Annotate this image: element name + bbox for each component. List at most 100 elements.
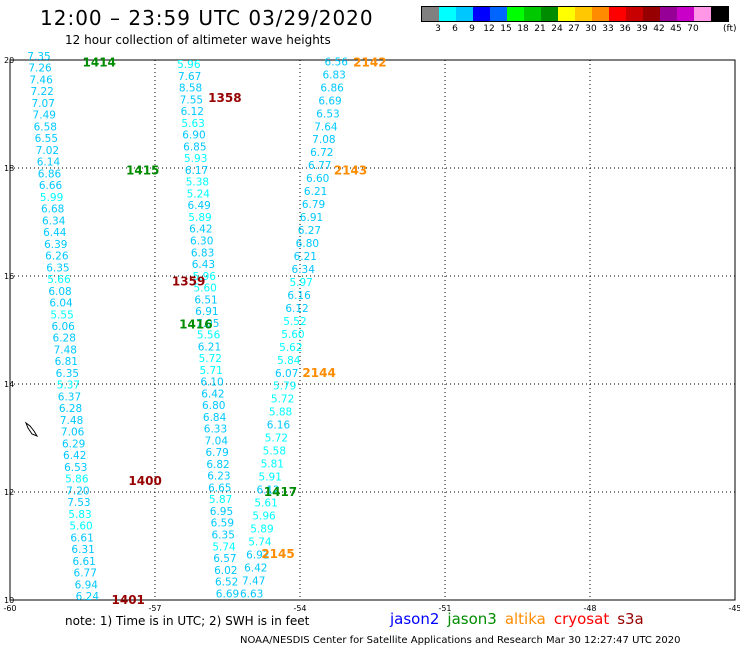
color-scale-label: 45 — [670, 24, 682, 34]
track-id-label: 1415 — [126, 164, 159, 178]
y-tick-label: 14 — [4, 380, 14, 389]
track-id-label: 1359 — [172, 274, 205, 288]
wave-height-value: 5.88 — [269, 407, 292, 419]
wave-height-value: 6.12 — [181, 106, 204, 118]
wave-height-value: 6.61 — [72, 556, 95, 568]
track-id-label: 2143 — [334, 164, 367, 178]
wave-height-value: 6.79 — [302, 199, 325, 211]
wave-height-value: 5.81 — [261, 459, 284, 471]
wave-height-value: 6.30 — [190, 236, 213, 248]
wave-height-value: 5.86 — [65, 474, 89, 486]
wave-height-value: 5.66 — [47, 274, 71, 286]
wave-height-value: 7.67 — [178, 71, 201, 83]
color-scale-boxes — [421, 6, 729, 22]
wave-height-value: 6.85 — [183, 141, 206, 153]
wave-height-value: 6.16 — [287, 290, 311, 302]
wave-height-value: 6.34 — [292, 264, 316, 276]
wave-height-value: 6.37 — [58, 391, 81, 403]
wave-height-value: 7.48 — [54, 344, 77, 356]
wave-height-value: 5.96 — [177, 59, 201, 71]
page-subtitle: 12 hour collection of altimeter wave hei… — [65, 33, 331, 47]
color-swatch — [711, 7, 728, 21]
wave-height-value: 6.91 — [195, 306, 218, 318]
wave-height-value: 5.87 — [209, 494, 232, 506]
wave-height-value: 6.02 — [214, 565, 237, 577]
footer-note: note: 1) Time is in UTC; 2) SWH is in fe… — [65, 614, 310, 628]
wave-height-value: 6.51 — [194, 294, 217, 306]
wave-height-value: 6.21 — [294, 251, 317, 263]
wave-height-value: 6.60 — [306, 173, 329, 185]
wave-height-value: 6.34 — [42, 215, 66, 227]
color-scale-label: 15 — [500, 24, 512, 34]
wave-height-value: 5.63 — [181, 118, 204, 130]
color-swatch — [558, 7, 575, 21]
wave-height-value: 7.64 — [314, 121, 338, 133]
wave-height-value: 6.61 — [70, 532, 93, 544]
wave-height-value: 6.33 — [204, 424, 227, 436]
wave-height-value: 6.42 — [189, 224, 212, 236]
wave-height-value: 6.56 — [325, 56, 349, 68]
wave-height-value: 6.83 — [322, 69, 345, 81]
color-swatch — [490, 7, 507, 21]
color-swatch — [609, 7, 626, 21]
track-id-label: 1414 — [83, 56, 116, 70]
wave-height-value: 5.72 — [265, 433, 288, 445]
color-scale-label: 6 — [452, 24, 458, 34]
y-tick-label: 12 — [4, 488, 14, 497]
wave-height-value: 6.21 — [198, 341, 221, 353]
wave-height-value: 6.66 — [39, 180, 63, 192]
satellite-legend: jason2 jason3 altika cryosat s3a — [390, 610, 652, 628]
wave-height-value: 6.94 — [75, 579, 99, 591]
wave-height-value: 5.72 — [271, 394, 294, 406]
track-1358-1416-1417-1401: 5.967.678.587.556.125.636.906.855.936.17… — [177, 59, 239, 600]
wave-height-value: 6.14 — [37, 157, 61, 169]
wave-height-value: 6.52 — [215, 577, 238, 589]
wave-height-value: 6.77 — [308, 160, 331, 172]
map-frame — [9, 59, 736, 601]
track-1414-1415-1359-1400: 7.357.267.467.227.077.496.586.557.026.14… — [27, 51, 99, 603]
wave-height-value: 6.10 — [200, 377, 223, 389]
wave-height-value: 6.82 — [206, 459, 229, 471]
wave-height-value: 6.27 — [298, 225, 321, 237]
track-2142-2143-2144-2145: 6.566.836.866.696.537.647.086.726.776.60… — [240, 56, 348, 600]
color-scale-label: 24 — [551, 24, 563, 34]
wave-height-value: 6.53 — [64, 462, 87, 474]
color-scale-label: 70 — [687, 24, 699, 34]
wave-height-value: 6.80 — [296, 238, 319, 250]
wave-height-value: 7.35 — [27, 51, 50, 63]
track-id-label: 1416 — [179, 318, 212, 332]
x-tick-label: -60 — [3, 604, 16, 613]
color-swatch — [626, 7, 643, 21]
wave-height-value: 5.60 — [193, 283, 216, 295]
wave-height-value: 6.35 — [56, 368, 79, 380]
satellite-altika: altika — [504, 610, 546, 628]
wave-height-value: 5.38 — [186, 177, 209, 189]
color-scale-unit: (ft) — [723, 24, 737, 34]
wave-height-value: 6.42 — [244, 562, 267, 574]
track-id-label: 2144 — [302, 366, 335, 380]
wave-height-value: 6.35 — [46, 262, 69, 274]
y-tick-label: 20 — [4, 56, 14, 65]
track-id-labels: 1414 1358 2142 1415 2143 1359 1416 2144 1400 1417… — [83, 56, 387, 607]
wave-height-value: 5.83 — [68, 509, 91, 521]
wave-height-value: 6.59 — [211, 518, 234, 530]
track-id-label: 1401 — [112, 593, 145, 607]
wave-height-value: 6.77 — [74, 568, 97, 580]
color-swatch — [507, 7, 524, 21]
wave-height-value: 6.23 — [207, 471, 230, 483]
color-scale-label: 30 — [585, 24, 597, 34]
track-id-label: 2145 — [261, 547, 294, 561]
track-id-label: 1358 — [208, 91, 241, 105]
wave-height-value: 6.35 — [212, 530, 235, 542]
wave-height-value: 5.96 — [193, 271, 217, 283]
wave-height-value: 6.84 — [203, 412, 227, 424]
wave-height-value: 6.26 — [45, 251, 69, 263]
wave-height-value: 6.21 — [304, 186, 327, 198]
wave-height-value: 6.81 — [55, 356, 78, 368]
color-swatch — [541, 7, 558, 21]
wave-height-value: 5.89 — [188, 212, 211, 224]
wave-height-value: 5.62 — [279, 342, 302, 354]
wave-height-value: 5.72 — [199, 353, 222, 365]
map-axis-ticks: -60 -57 -54 -51 -48 -45 20 18 16 14 12 10 — [3, 56, 740, 613]
wave-height-value: 6.86 — [38, 168, 62, 180]
